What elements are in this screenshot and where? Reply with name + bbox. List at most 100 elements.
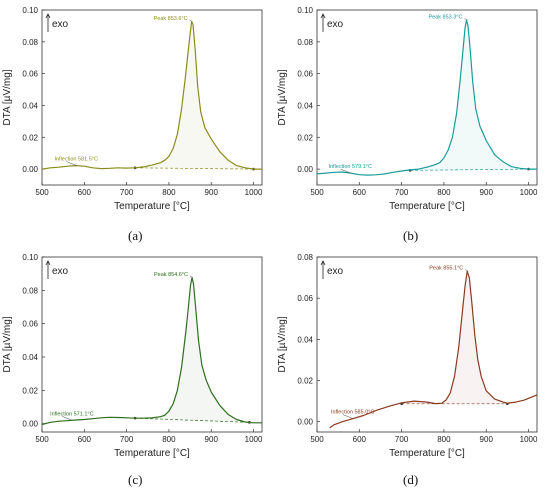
plot-frame	[41, 256, 263, 433]
plot-frame	[316, 256, 538, 433]
panel-c-label: (c)	[128, 472, 143, 487]
y-tick-label: 0.00	[22, 420, 38, 429]
y-tick-label: 0.06	[297, 70, 313, 79]
y-tick-label: 0.04	[22, 353, 38, 362]
y-tick-label: 0.02	[22, 386, 38, 395]
peak-leader	[189, 275, 194, 279]
panel-a-label: (a)	[128, 228, 143, 243]
exo-label: exo	[52, 19, 69, 30]
panel-d: 500 600 700 800 900 1000 0.00 0.02 0.04 0.06 0.08 T…	[275, 247, 550, 467]
exo-label: exo	[327, 266, 344, 277]
y-tick-label: 0.10	[297, 6, 313, 15]
x-axis-title: Temperature [°C]	[114, 448, 190, 459]
exo-arrow-head	[320, 260, 326, 266]
x-tick-label: 500	[35, 435, 49, 444]
y-axis-title: DTA [µV/mg]	[277, 316, 288, 372]
x-tick-label: 1000	[520, 435, 538, 444]
chart-c: 500 600 700 800 900 1000 0.00 0.02 0.04 0.06 0.08 0…	[2, 253, 263, 459]
inflection-annotation: Inflection 581.5°C	[54, 157, 98, 163]
dta-curve	[316, 19, 537, 176]
inflection-leader	[342, 414, 354, 419]
panel-b-label: (b)	[403, 228, 419, 243]
peak-annotation: Peak 854.6°C	[154, 272, 188, 278]
inflection-annotation: Inflection 579.1°C	[328, 164, 372, 170]
dta-curve	[329, 270, 538, 429]
exo-arrow-head	[320, 13, 326, 19]
x-tick-label: 800	[437, 188, 451, 197]
y-tick-label: 0.04	[297, 335, 313, 344]
y-tick-label: 0.00	[22, 165, 38, 174]
y-tick-label: 0.08	[22, 38, 38, 47]
x-tick-label: 1000	[245, 435, 263, 444]
peak-area	[135, 21, 254, 170]
y-axis-title: DTA [µV/mg]	[277, 69, 288, 125]
y-tick-label: 0.08	[297, 253, 313, 262]
plot-frame	[41, 9, 263, 186]
panel-c: 500 600 700 800 900 1000 0.00 0.02 0.04 0.06 0.08 0…	[0, 247, 275, 467]
exo-arrow-head	[45, 13, 51, 19]
inflection-leader	[340, 168, 351, 174]
x-tick-label: 800	[162, 188, 176, 197]
peak-leader	[189, 19, 193, 23]
x-tick-label: 600	[78, 435, 92, 444]
x-axis-title: Temperature [°C]	[389, 201, 465, 212]
x-tick-label: 900	[205, 435, 219, 444]
peak-annotation: Peak 855.1°C	[429, 265, 463, 271]
x-tick-label: 500	[310, 435, 324, 444]
x-tick-label: 700	[395, 188, 409, 197]
inflection-annotation: Inflection 585.0°C	[331, 410, 375, 416]
inflection-leader	[66, 161, 77, 166]
panel-d-label: (d)	[403, 472, 419, 487]
x-tick-label: 1000	[245, 188, 263, 197]
peak-area	[401, 271, 508, 404]
inflection-leader	[61, 416, 73, 421]
x-tick-label: 700	[395, 435, 409, 444]
peak-area	[135, 277, 250, 423]
x-tick-label: 900	[480, 188, 494, 197]
y-tick-label: 0.02	[22, 133, 38, 142]
y-axis-title: DTA [µV/mg]	[2, 69, 13, 125]
y-tick-label: 0.04	[22, 101, 38, 110]
x-tick-label: 700	[120, 188, 134, 197]
baseline-line	[135, 417, 250, 423]
y-tick-label: 0.02	[297, 133, 313, 142]
y-tick-label: 0.08	[297, 38, 313, 47]
y-tick-label: 0.02	[297, 377, 313, 386]
dta-curve	[41, 277, 262, 426]
y-axis-title: DTA [µV/mg]	[2, 316, 13, 372]
dta-curve	[41, 21, 262, 170]
panel-a: 500 600 700 800 900 1000 0.00 0.02 0.04 0.06 0.08 0…	[0, 0, 275, 220]
exo-label: exo	[327, 19, 344, 30]
y-tick-label: 0.00	[297, 418, 313, 427]
exo-label: exo	[52, 266, 69, 277]
x-tick-label: 500	[310, 188, 324, 197]
x-tick-label: 800	[162, 435, 176, 444]
x-tick-label: 1000	[520, 188, 538, 197]
x-tick-label: 600	[353, 188, 367, 197]
peak-area	[410, 20, 529, 171]
panel-b: 500 600 700 800 900 1000 0.00 0.02 0.04 0.06 0.08 0…	[275, 0, 550, 220]
x-tick-label: 500	[35, 188, 49, 197]
peak-annotation: Peak 853.6°C	[154, 16, 188, 22]
plot-frame	[316, 9, 538, 186]
y-tick-label: 0.04	[297, 101, 313, 110]
y-tick-label: 0.10	[22, 6, 38, 15]
x-tick-label: 800	[437, 435, 451, 444]
x-tick-label: 600	[78, 188, 92, 197]
y-tick-label: 0.00	[297, 165, 313, 174]
y-tick-label: 0.10	[22, 253, 38, 262]
x-tick-label: 900	[480, 435, 494, 444]
peak-leader	[465, 269, 469, 272]
y-tick-label: 0.06	[22, 70, 38, 79]
y-tick-label: 0.08	[22, 286, 38, 295]
peak-leader	[464, 18, 468, 21]
y-tick-label: 0.06	[22, 320, 38, 329]
chart-d: 500 600 700 800 900 1000 0.00 0.02 0.04 0.06 0.08 T…	[277, 253, 538, 459]
chart-a: 500 600 700 800 900 1000 0.00 0.02 0.04 0.06 0.08 0…	[2, 6, 263, 212]
x-tick-label: 700	[120, 435, 134, 444]
exo-arrow-head	[45, 260, 51, 266]
x-tick-label: 900	[205, 188, 219, 197]
x-tick-label: 600	[353, 435, 367, 444]
x-axis-title: Temperature [°C]	[389, 448, 465, 459]
chart-b: 500 600 700 800 900 1000 0.00 0.02 0.04 0.06 0.08 0…	[277, 6, 538, 212]
